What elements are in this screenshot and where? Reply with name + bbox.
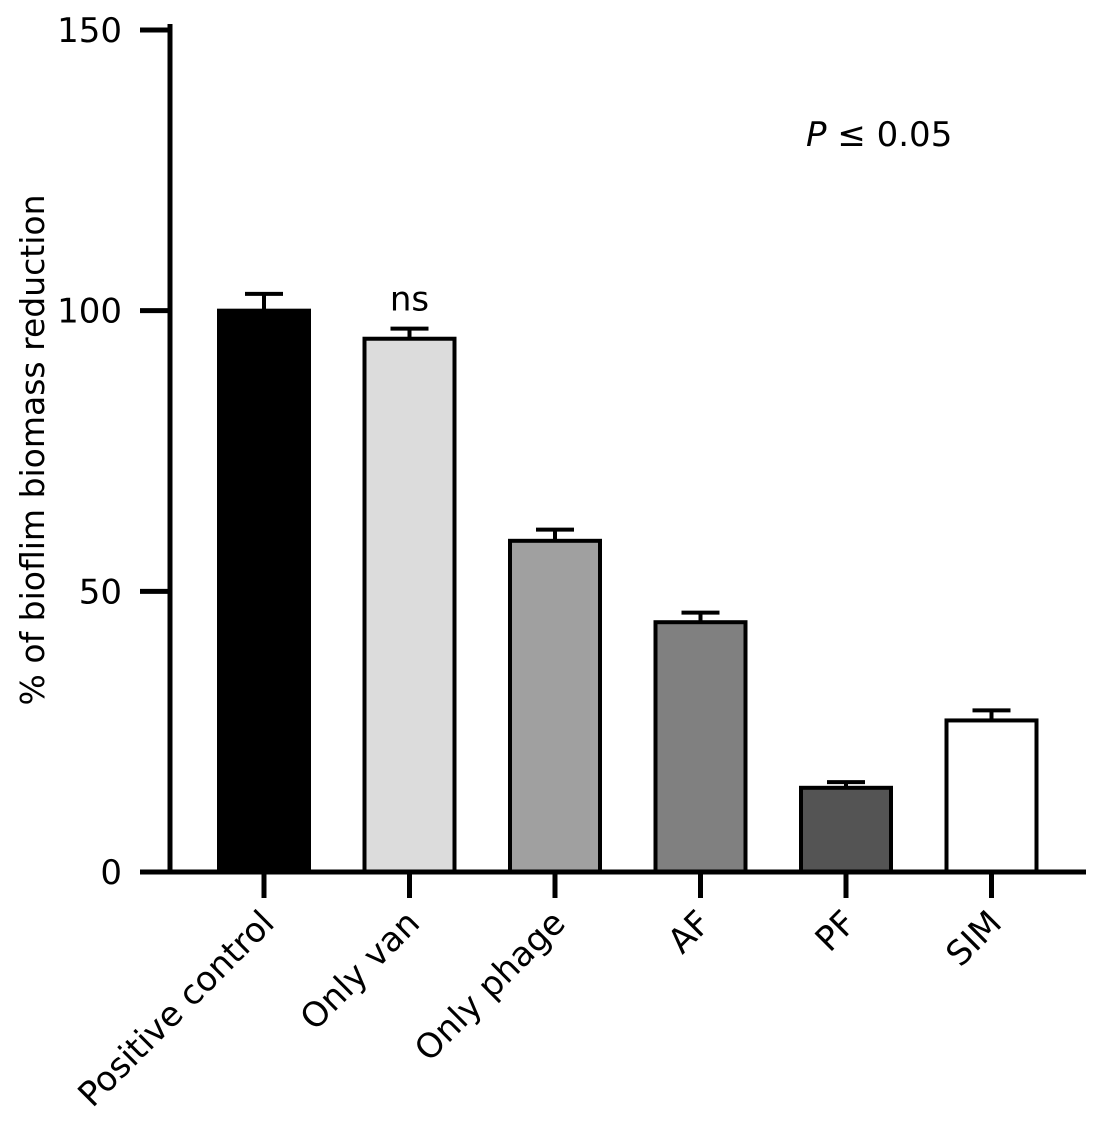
bar-sim (944, 718, 1039, 874)
category-label-only-phage: Only phage (407, 903, 573, 1069)
category-label-af: AF (660, 903, 719, 962)
bar-af (653, 620, 748, 874)
bar-pf (799, 785, 893, 874)
axes-layer (140, 24, 1086, 875)
p-value-annotation: P ≤ 0.05 (806, 115, 952, 155)
y-axis-title: % of bioflim biomass reduction (13, 195, 52, 706)
annotations-layer: % of bioflim biomass reduction P ≤ 0.05 … (13, 115, 952, 705)
bar-only-van (362, 336, 457, 874)
category-label-pf: PF (808, 903, 865, 960)
y-tick-label-100: 100 (57, 292, 122, 332)
category-label-positive-control: Positive control (70, 903, 282, 1115)
y-tick-label-50: 50 (79, 572, 122, 612)
bar-only-phage (508, 538, 602, 875)
bar-positive-control (217, 308, 311, 874)
error-bars-layer (245, 291, 1011, 788)
bar-annotation-only-van: ns (390, 280, 429, 320)
y-tick-label-0: 0 (100, 853, 122, 893)
p-symbol: P (806, 115, 827, 155)
p-threshold: ≤ 0.05 (827, 115, 953, 155)
y-tick-label-150: 150 (57, 11, 122, 51)
y-ticks-layer: 0 50 100 150 (57, 11, 170, 893)
bars-layer (217, 308, 1039, 875)
category-label-sim: SIM (938, 903, 1009, 974)
x-ticks-layer (261, 872, 994, 898)
category-label-only-van: Only van (293, 903, 428, 1038)
